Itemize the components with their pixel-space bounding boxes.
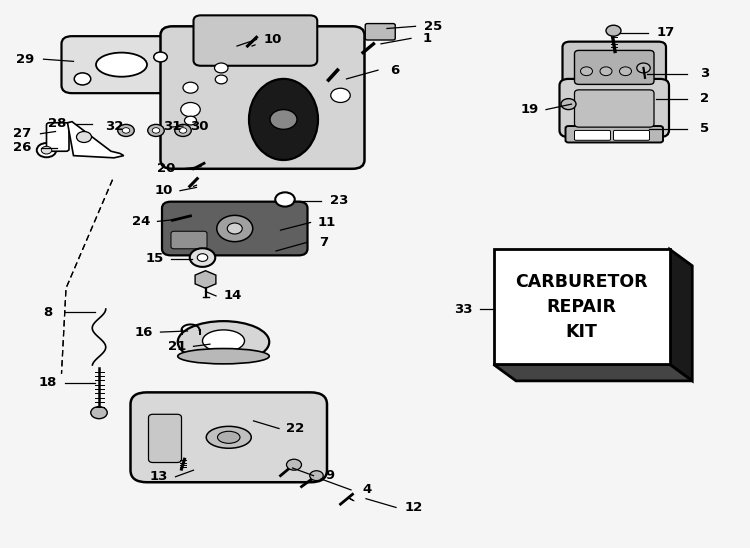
Circle shape	[270, 110, 297, 129]
Circle shape	[286, 459, 302, 470]
Circle shape	[310, 471, 323, 481]
FancyBboxPatch shape	[574, 90, 654, 127]
Text: 33: 33	[454, 302, 472, 316]
Text: 19: 19	[520, 103, 538, 116]
Text: 25: 25	[424, 20, 442, 33]
Circle shape	[197, 254, 208, 261]
Text: 1: 1	[423, 32, 432, 45]
Circle shape	[214, 63, 228, 73]
Text: 23: 23	[330, 194, 348, 207]
Text: 3: 3	[700, 67, 709, 81]
FancyBboxPatch shape	[560, 79, 669, 137]
Circle shape	[41, 146, 52, 154]
FancyBboxPatch shape	[614, 130, 650, 140]
Text: 26: 26	[13, 141, 32, 155]
FancyBboxPatch shape	[160, 26, 364, 169]
FancyBboxPatch shape	[162, 202, 308, 255]
Text: 27: 27	[13, 127, 32, 140]
Text: 8: 8	[44, 306, 52, 319]
Text: 20: 20	[158, 162, 176, 175]
Ellipse shape	[206, 426, 251, 448]
FancyBboxPatch shape	[46, 123, 69, 151]
Text: 14: 14	[224, 289, 242, 302]
Text: CARBURETOR
REPAIR
KIT: CARBURETOR REPAIR KIT	[515, 273, 648, 341]
Text: 10: 10	[154, 184, 172, 197]
Text: 18: 18	[39, 376, 57, 389]
Text: 12: 12	[405, 501, 423, 514]
FancyBboxPatch shape	[148, 414, 182, 463]
Text: 30: 30	[190, 119, 208, 133]
FancyBboxPatch shape	[574, 50, 654, 84]
FancyBboxPatch shape	[574, 130, 610, 140]
Text: 2: 2	[700, 92, 709, 105]
Text: 15: 15	[146, 252, 164, 265]
Circle shape	[215, 75, 227, 84]
Circle shape	[91, 407, 107, 419]
Text: 5: 5	[700, 122, 709, 135]
FancyBboxPatch shape	[62, 36, 182, 93]
Circle shape	[181, 102, 200, 117]
Polygon shape	[195, 271, 216, 288]
Polygon shape	[68, 122, 124, 158]
Circle shape	[580, 67, 592, 76]
Circle shape	[74, 73, 91, 85]
Text: 29: 29	[16, 53, 34, 66]
Text: 28: 28	[48, 117, 66, 130]
Ellipse shape	[96, 53, 147, 77]
Text: 17: 17	[657, 26, 675, 39]
Ellipse shape	[178, 321, 269, 363]
Ellipse shape	[178, 349, 269, 364]
Circle shape	[184, 116, 196, 125]
Ellipse shape	[202, 330, 244, 352]
Circle shape	[118, 124, 134, 136]
FancyBboxPatch shape	[194, 15, 317, 66]
Circle shape	[152, 128, 160, 133]
Text: 7: 7	[320, 236, 328, 249]
Text: 11: 11	[318, 216, 336, 229]
Circle shape	[154, 52, 167, 62]
Circle shape	[37, 143, 56, 157]
Text: 31: 31	[164, 119, 182, 133]
Ellipse shape	[217, 431, 240, 443]
FancyBboxPatch shape	[494, 249, 670, 364]
Text: 6: 6	[390, 64, 399, 77]
Text: 9: 9	[326, 469, 334, 482]
Circle shape	[331, 88, 350, 102]
Circle shape	[76, 132, 92, 142]
Circle shape	[175, 124, 191, 136]
Text: 22: 22	[286, 422, 304, 435]
FancyBboxPatch shape	[171, 231, 207, 249]
Circle shape	[183, 82, 198, 93]
Polygon shape	[494, 364, 692, 381]
Text: 13: 13	[150, 470, 168, 483]
Circle shape	[600, 67, 612, 76]
Circle shape	[275, 192, 295, 207]
Circle shape	[620, 67, 632, 76]
Circle shape	[217, 215, 253, 242]
Circle shape	[179, 128, 187, 133]
Text: 21: 21	[168, 340, 186, 353]
Text: 4: 4	[363, 483, 372, 496]
Circle shape	[561, 99, 576, 110]
Circle shape	[148, 124, 164, 136]
Circle shape	[606, 25, 621, 36]
FancyBboxPatch shape	[562, 42, 666, 93]
Text: 24: 24	[132, 215, 150, 228]
Circle shape	[227, 223, 242, 234]
FancyBboxPatch shape	[130, 392, 327, 482]
Circle shape	[122, 128, 130, 133]
Circle shape	[190, 248, 215, 267]
FancyBboxPatch shape	[365, 24, 395, 40]
Ellipse shape	[249, 79, 318, 160]
Text: 16: 16	[135, 326, 153, 339]
Text: 10: 10	[264, 33, 282, 46]
Circle shape	[637, 63, 650, 73]
FancyBboxPatch shape	[566, 126, 663, 142]
Text: 32: 32	[105, 119, 123, 133]
Polygon shape	[670, 249, 692, 381]
